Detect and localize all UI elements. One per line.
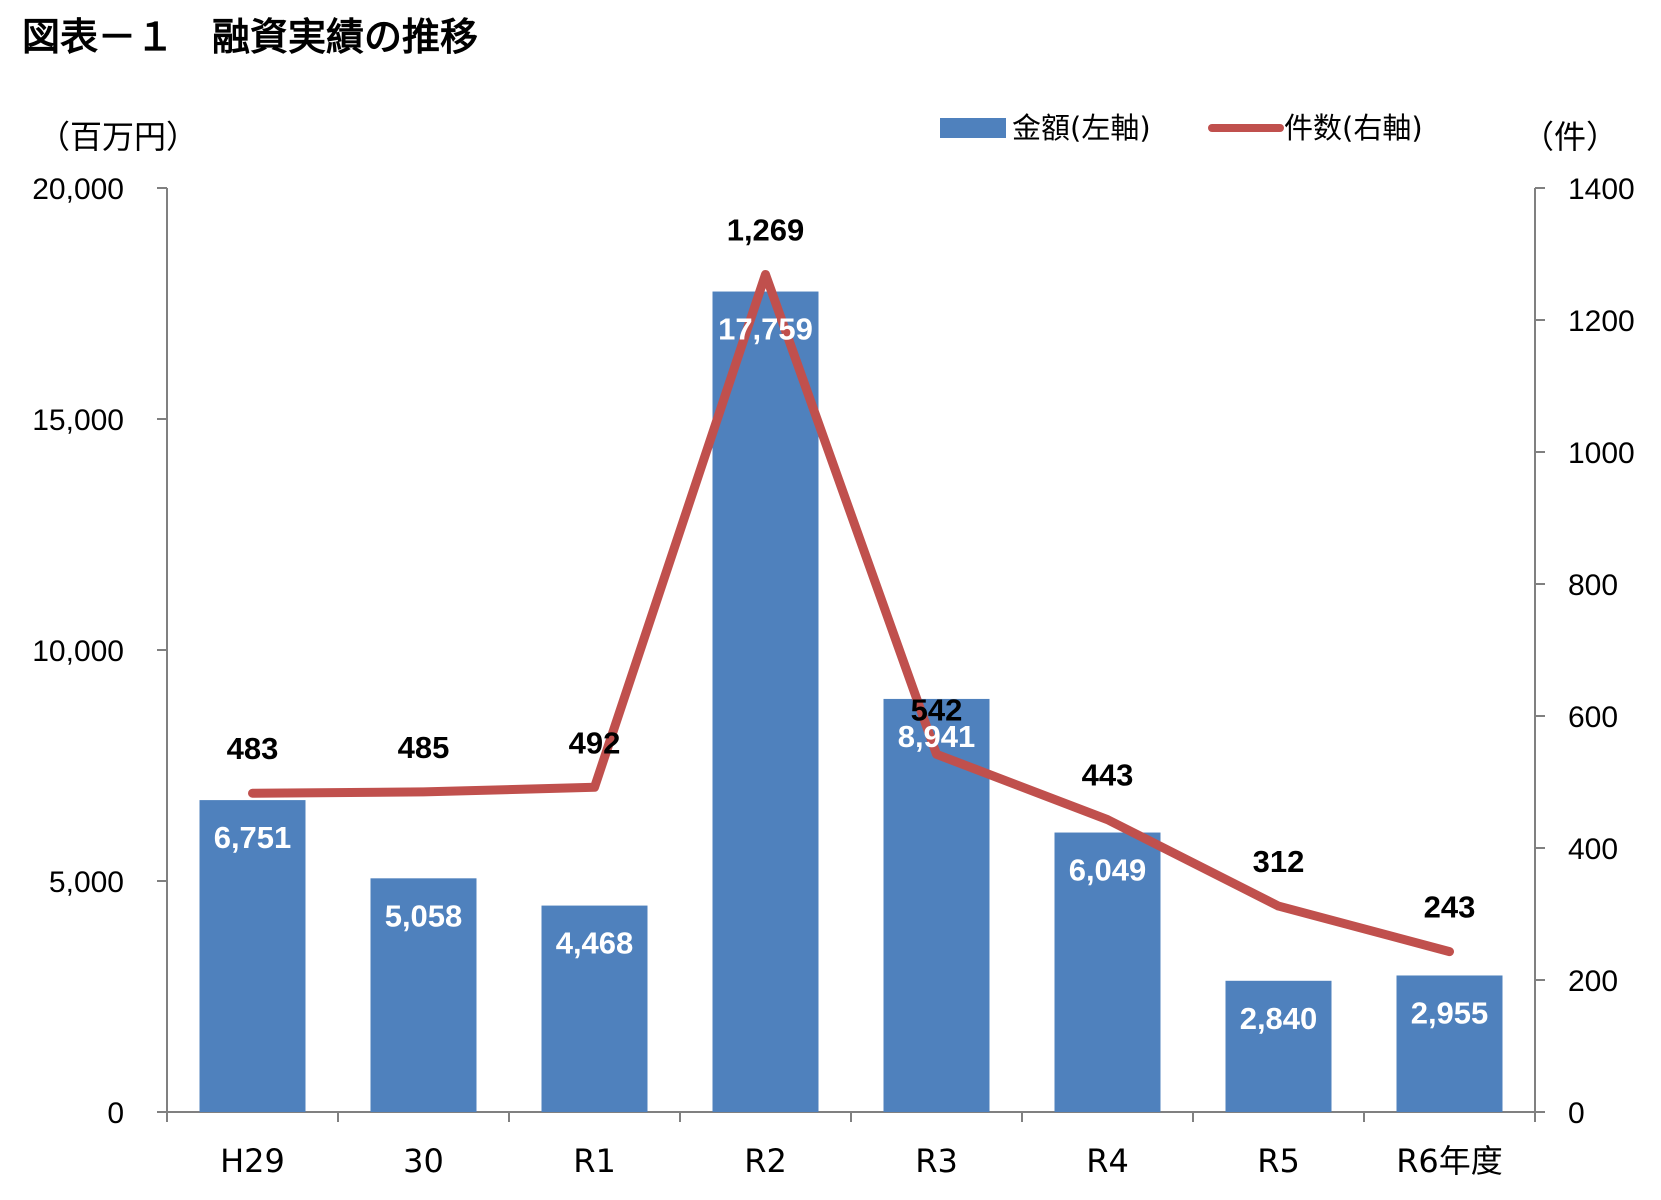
bar-value-label: 4,468 <box>556 926 634 961</box>
line-value-label: 483 <box>227 731 279 766</box>
category-label: R3 <box>915 1142 958 1180</box>
data-labels: 6,751 5,058 4,468 17,759 8,941 6,049 2,840 2,95… <box>214 212 1489 1035</box>
bar-value-label: 6,049 <box>1069 853 1147 888</box>
bar-value-label: 17,759 <box>718 312 813 347</box>
line-point <box>763 272 768 277</box>
line-value-label: 443 <box>1082 758 1134 793</box>
axes: 0 5,000 10,000 15,000 20,000 0 200 400 600 800 100… <box>32 173 1635 1180</box>
bar-series <box>199 291 1503 1113</box>
line-point <box>934 752 939 757</box>
line-point <box>1105 817 1110 822</box>
bar-value-label: 2,840 <box>1240 1001 1318 1036</box>
bar <box>370 878 477 1112</box>
category-label: R1 <box>573 1142 616 1180</box>
right-tick-label: 1400 <box>1568 173 1635 206</box>
left-tick-label: 20,000 <box>32 173 124 206</box>
right-tick-label: 600 <box>1568 701 1618 734</box>
right-tick-label: 0 <box>1568 1097 1585 1130</box>
legend: 金額(左軸) 件数(右軸) <box>940 111 1423 145</box>
legend-label-amount: 金額(左軸) <box>1012 111 1151 145</box>
category-label: R4 <box>1086 1142 1129 1180</box>
count-line <box>248 269 1454 957</box>
left-axis-unit: （百万円） <box>38 118 198 156</box>
bar <box>1225 980 1332 1112</box>
line-value-label: 485 <box>398 730 450 765</box>
line-value-label: 1,269 <box>727 212 805 247</box>
right-tick-label: 1200 <box>1568 305 1635 338</box>
category-label: R6年度 <box>1396 1142 1503 1180</box>
bar <box>541 905 648 1112</box>
line-point <box>250 791 255 796</box>
bar-value-label: 2,955 <box>1411 995 1489 1030</box>
bar-value-label: 5,058 <box>385 898 463 933</box>
line-point <box>1447 949 1452 954</box>
bar <box>883 698 990 1112</box>
bar-value-label: 6,751 <box>214 820 292 855</box>
bar <box>712 291 819 1113</box>
legend-swatch-amount <box>940 118 1006 138</box>
left-tick-label: 10,000 <box>32 635 124 668</box>
right-tick-label: 800 <box>1568 569 1618 602</box>
right-tick-label: 200 <box>1568 965 1618 998</box>
bar <box>1396 975 1503 1112</box>
right-axis-unit: （件） <box>1522 118 1618 156</box>
category-label: R2 <box>744 1142 787 1180</box>
line-point <box>421 789 426 794</box>
left-tick-label: 15,000 <box>32 404 124 437</box>
line-value-label: 542 <box>911 692 963 727</box>
line-point <box>1276 904 1281 909</box>
line-point <box>592 785 597 790</box>
category-label: R5 <box>1257 1142 1300 1180</box>
line-series <box>248 269 1454 957</box>
right-tick-label: 400 <box>1568 833 1618 866</box>
left-tick-label: 0 <box>107 1097 124 1130</box>
legend-label-count: 件数(右軸) <box>1284 111 1423 145</box>
left-tick-label: 5,000 <box>49 866 124 899</box>
category-label: H29 <box>220 1142 285 1180</box>
bar <box>1054 832 1161 1112</box>
line-value-label: 492 <box>569 725 621 760</box>
line-value-label: 243 <box>1424 890 1476 925</box>
chart-title: 図表－１ 融資実績の推移 <box>22 15 478 59</box>
right-tick-label: 1000 <box>1568 437 1635 470</box>
bar <box>199 800 306 1112</box>
category-label: 30 <box>403 1142 444 1180</box>
bar-value-label: 8,941 <box>898 719 976 754</box>
line-value-label: 312 <box>1253 844 1305 879</box>
